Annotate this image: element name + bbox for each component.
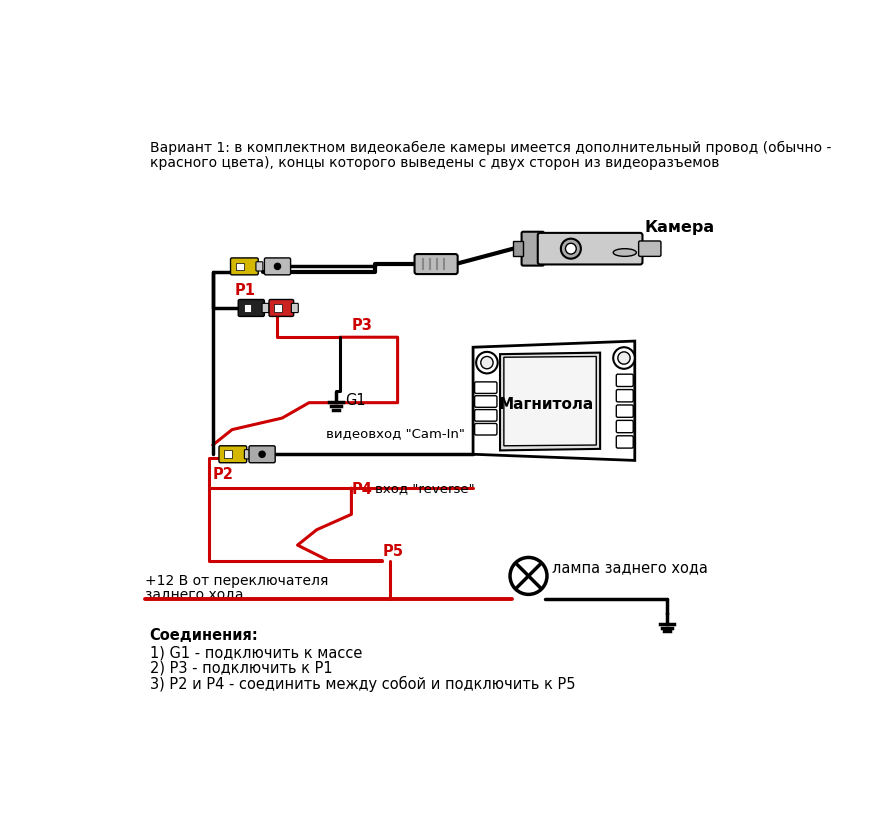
FancyBboxPatch shape [616, 390, 633, 402]
FancyBboxPatch shape [219, 446, 247, 463]
FancyBboxPatch shape [225, 451, 232, 458]
FancyBboxPatch shape [616, 420, 633, 433]
FancyBboxPatch shape [269, 300, 293, 316]
Circle shape [566, 243, 576, 254]
Polygon shape [504, 356, 597, 446]
Text: Соединения:: Соединения: [149, 628, 258, 644]
FancyBboxPatch shape [244, 450, 251, 459]
Text: Р2: Р2 [213, 466, 233, 482]
FancyBboxPatch shape [238, 300, 264, 316]
Circle shape [481, 356, 493, 369]
FancyBboxPatch shape [475, 396, 497, 407]
Text: лампа заднего хода: лампа заднего хода [552, 561, 707, 576]
Circle shape [618, 352, 630, 365]
Circle shape [613, 347, 635, 369]
Text: 1) G1 - подключить к массе: 1) G1 - подключить к массе [149, 645, 362, 660]
FancyBboxPatch shape [522, 232, 544, 266]
Circle shape [259, 452, 265, 457]
Text: 3) Р2 и Р4 - соединить между собой и подключить к Р5: 3) Р2 и Р4 - соединить между собой и под… [149, 676, 575, 692]
Circle shape [560, 239, 581, 259]
Circle shape [274, 264, 280, 269]
Text: видеовход "Cam-In": видеовход "Cam-In" [326, 428, 465, 440]
FancyBboxPatch shape [475, 424, 497, 435]
FancyBboxPatch shape [244, 304, 251, 312]
Text: Р1: Р1 [234, 283, 255, 298]
Ellipse shape [613, 249, 636, 256]
Polygon shape [500, 353, 600, 451]
FancyBboxPatch shape [231, 258, 258, 275]
Text: 2) Р3 - подключить к Р1: 2) Р3 - подключить к Р1 [149, 661, 332, 676]
FancyBboxPatch shape [638, 241, 661, 256]
FancyBboxPatch shape [256, 262, 263, 271]
Polygon shape [513, 241, 523, 256]
FancyBboxPatch shape [475, 382, 497, 393]
FancyBboxPatch shape [262, 303, 269, 313]
FancyBboxPatch shape [537, 233, 643, 264]
Text: Р5: Р5 [382, 544, 403, 559]
FancyBboxPatch shape [236, 263, 244, 270]
FancyBboxPatch shape [264, 258, 291, 275]
Text: заднего хода: заднего хода [145, 588, 244, 602]
Text: Вариант 1: в комплектном видеокабеле камеры имеется дополнительный провод (обычн: Вариант 1: в комплектном видеокабеле кам… [149, 141, 831, 155]
FancyBboxPatch shape [616, 436, 633, 448]
Text: Камера: Камера [644, 220, 714, 235]
Text: Магнитола: Магнитола [499, 397, 594, 411]
FancyBboxPatch shape [249, 446, 275, 463]
Text: красного цвета), концы которого выведены с двух сторон из видеоразъемов: красного цвета), концы которого выведены… [149, 156, 719, 170]
FancyBboxPatch shape [292, 303, 298, 313]
Circle shape [476, 352, 498, 374]
Text: G1: G1 [346, 392, 366, 408]
FancyBboxPatch shape [415, 254, 458, 274]
Polygon shape [473, 341, 635, 461]
Text: вход "reverse": вход "reverse" [375, 482, 474, 495]
Text: Р3: Р3 [352, 319, 372, 333]
FancyBboxPatch shape [274, 304, 282, 312]
FancyBboxPatch shape [616, 405, 633, 417]
FancyBboxPatch shape [475, 410, 497, 421]
Text: Р4: Р4 [352, 482, 372, 497]
Circle shape [510, 557, 547, 594]
FancyBboxPatch shape [616, 374, 633, 387]
Text: +12 В от переключателя: +12 В от переключателя [145, 575, 329, 589]
